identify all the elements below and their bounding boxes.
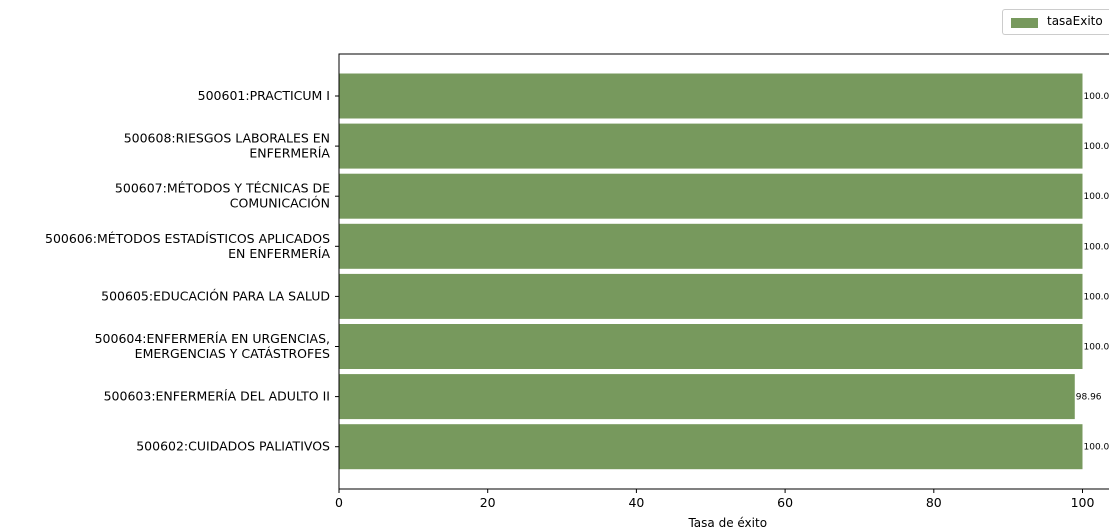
bar-4: [339, 223, 1083, 269]
bar-value-label: 100.0: [1084, 242, 1109, 252]
bar-value-label: 100.0: [1084, 142, 1109, 152]
bar-value-label: 100.0: [1084, 443, 1109, 453]
x-axis-label: Tasa de éxito: [687, 516, 767, 530]
y-tick-label: COMUNICACIÓN: [230, 196, 330, 211]
y-tick-label: ENFERMERÍA: [249, 146, 330, 161]
bar-6: [339, 324, 1083, 369]
legend-label-tasaexito: tasaExito: [1047, 14, 1103, 28]
y-tick-label: 500608:RIESGOS LABORALES EN: [124, 131, 330, 146]
bar-3: [339, 173, 1083, 219]
legend: tasaExito: [1002, 9, 1109, 35]
y-tick-label: 500601:PRACTICUM I: [198, 88, 330, 103]
y-tick-label: 500604:ENFERMERÍA EN URGENCIAS,: [95, 331, 330, 346]
bar-5: [339, 273, 1083, 319]
bar-8: [339, 424, 1083, 470]
y-axis-ticks: 500601:PRACTICUM I 500608:RIESGOS LABORAL…: [45, 88, 339, 454]
bar-7: [339, 374, 1075, 420]
y-tick-label: 500607:MÉTODOS Y TÉCNICAS DE: [115, 181, 330, 196]
y-tick-label: 500602:CUIDADOS PALIATIVOS: [136, 439, 330, 454]
y-tick-label: 500605:EDUCACIÓN PARA LA SALUD: [101, 288, 330, 303]
bars-group: [339, 73, 1083, 470]
value-labels-group: 100.0 100.0 100.0 100.0 100.0 100.0 98.96 100.0: [1076, 92, 1109, 453]
bar-1: [339, 73, 1083, 119]
y-tick-label: 500603:ENFERMERÍA DEL ADULTO II: [104, 389, 330, 404]
x-axis-ticks: 0 20 40 60 80 100: [335, 489, 1094, 510]
y-tick-label: EMERGENCIAS Y CATÁSTROFES: [135, 346, 330, 361]
y-tick-label: EN ENFERMERÍA: [228, 246, 330, 261]
bar-value-label: 100.0: [1084, 92, 1109, 102]
bar-value-label: 100.0: [1084, 343, 1109, 353]
x-tick-label: 60: [777, 495, 793, 510]
x-tick-label: 0: [335, 495, 343, 510]
bar-value-label: 100.0: [1084, 292, 1109, 302]
y-tick-label: 500606:MÉTODOS ESTADÍSTICOS APLICADOS: [45, 231, 330, 246]
bar-2: [339, 123, 1083, 169]
plot-frame: [338, 53, 1109, 490]
legend-swatch-tasaexito: [1011, 18, 1038, 28]
bar-value-label: 100.0: [1084, 192, 1109, 202]
bar-value-label: 98.96: [1076, 393, 1102, 403]
x-tick-label: 40: [628, 495, 644, 510]
x-tick-label: 20: [480, 495, 496, 510]
x-tick-label: 100: [1071, 495, 1095, 510]
x-tick-label: 80: [926, 495, 942, 510]
